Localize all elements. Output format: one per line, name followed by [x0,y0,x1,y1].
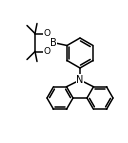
Text: N: N [76,75,84,85]
Text: O: O [44,47,51,56]
Text: O: O [44,29,51,38]
Text: B: B [50,37,56,47]
